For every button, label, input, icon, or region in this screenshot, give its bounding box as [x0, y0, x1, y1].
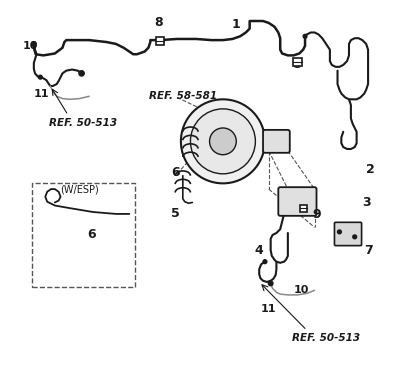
Text: 6: 6 — [171, 166, 180, 179]
Circle shape — [32, 42, 36, 46]
Text: REF. 50-513: REF. 50-513 — [50, 118, 118, 128]
Text: 8: 8 — [154, 16, 163, 29]
Text: 10: 10 — [22, 41, 38, 51]
Circle shape — [38, 75, 42, 79]
Circle shape — [190, 109, 255, 174]
Text: REF. 50-513: REF. 50-513 — [292, 333, 360, 343]
FancyBboxPatch shape — [278, 187, 316, 216]
Text: REF. 58-581: REF. 58-581 — [149, 91, 217, 100]
Text: 4: 4 — [255, 244, 264, 257]
Text: 5: 5 — [171, 207, 180, 220]
FancyBboxPatch shape — [334, 222, 362, 246]
Text: 1: 1 — [232, 18, 241, 31]
Circle shape — [263, 260, 267, 264]
Circle shape — [338, 230, 341, 234]
Circle shape — [181, 99, 265, 183]
Bar — [300, 205, 306, 212]
Bar — [293, 58, 302, 66]
Circle shape — [79, 71, 84, 76]
Circle shape — [303, 34, 307, 38]
Text: 11: 11 — [261, 304, 276, 314]
Text: 6: 6 — [87, 228, 96, 241]
FancyBboxPatch shape — [263, 130, 290, 153]
Text: (W/ESP): (W/ESP) — [60, 184, 99, 194]
Circle shape — [268, 281, 273, 286]
Text: 2: 2 — [366, 163, 374, 176]
Bar — [32, 183, 135, 286]
Text: 9: 9 — [312, 208, 321, 221]
Text: 10: 10 — [294, 285, 309, 295]
Circle shape — [210, 128, 236, 155]
Circle shape — [353, 235, 357, 239]
Text: 11: 11 — [34, 89, 49, 99]
Text: 3: 3 — [362, 196, 370, 209]
Bar — [156, 37, 164, 45]
Text: 8: 8 — [292, 58, 300, 71]
Text: 7: 7 — [364, 244, 373, 257]
